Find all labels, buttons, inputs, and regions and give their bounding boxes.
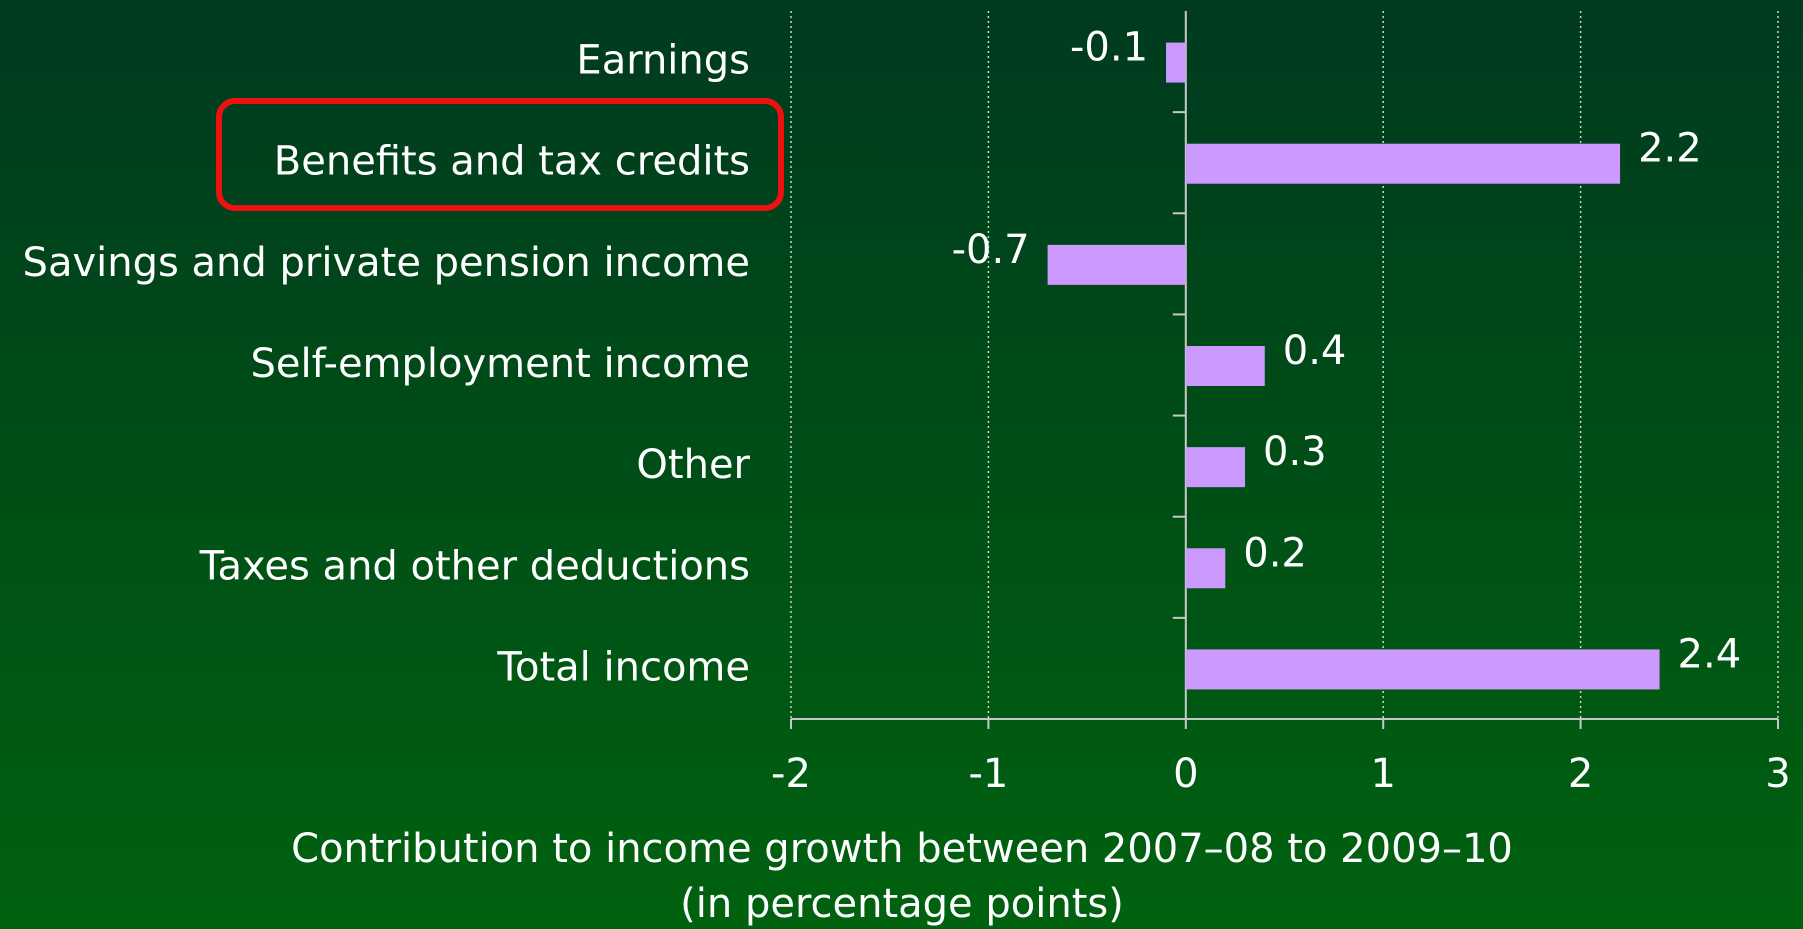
bar <box>1185 143 1621 184</box>
data-label: 0.4 <box>1283 328 1347 374</box>
data-label: 0.2 <box>1243 530 1307 576</box>
y-tick-label: Other <box>636 442 750 488</box>
data-label: 2.2 <box>1638 126 1702 172</box>
x-tick-label: 2 <box>1568 751 1593 797</box>
y-tick-label: Taxes and other deductions <box>199 543 750 589</box>
x-axis-title: Contribution to income growth between 20… <box>291 826 1513 872</box>
y-tick-label: Savings and private pension income <box>23 240 750 286</box>
bar <box>1047 244 1186 285</box>
data-label: -0.7 <box>952 227 1030 273</box>
x-tick-label: -2 <box>771 751 811 797</box>
x-tick-label: -1 <box>968 751 1008 797</box>
highlight-box <box>216 98 784 211</box>
y-tick-label: Self-employment income <box>251 341 751 387</box>
y-tick-label: Benefits and tax credits <box>274 139 750 185</box>
bar <box>1166 42 1186 83</box>
plot: -2 -1 0 1 2 3 Earnings -0.1 Benefits and tax cre… <box>23 11 1791 797</box>
bar <box>1185 447 1246 488</box>
bar <box>1185 649 1660 690</box>
y-tick-label: Total income <box>496 644 750 690</box>
data-label: -0.1 <box>1070 25 1148 71</box>
x-tick-label: 1 <box>1370 751 1395 797</box>
data-label: 0.3 <box>1263 429 1327 475</box>
data-label: 2.4 <box>1678 631 1742 677</box>
bar <box>1185 346 1265 386</box>
bar <box>1185 548 1226 589</box>
x-axis-title: (in percentage points) <box>680 881 1124 927</box>
x-tick-label: 3 <box>1765 751 1790 797</box>
y-tick-label: Earnings <box>576 38 750 84</box>
x-tick-label: 0 <box>1173 751 1198 797</box>
